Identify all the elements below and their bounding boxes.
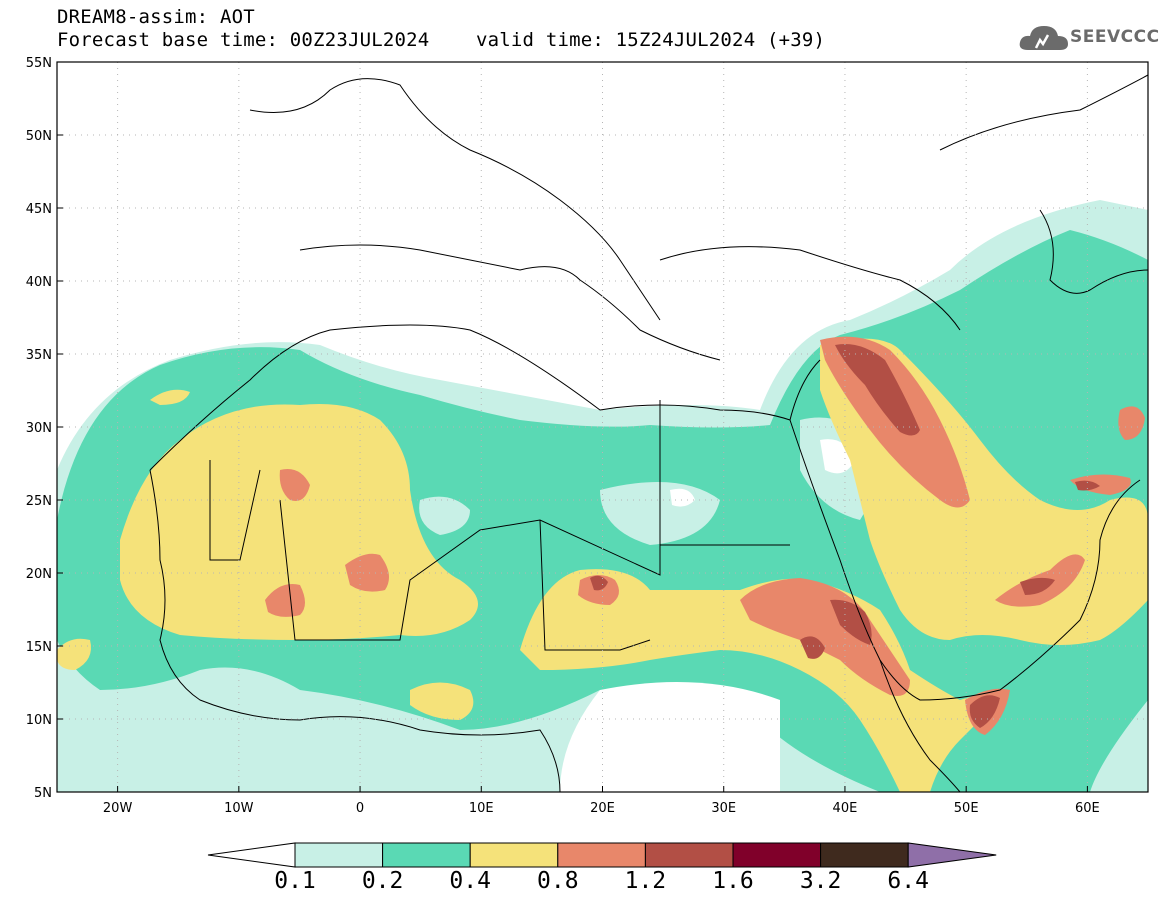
y-tick-label: 50N [26, 129, 52, 144]
colorbar-segment [557, 842, 646, 868]
coastlines [149, 74, 1148, 792]
colorbar-label: 0.1 [274, 868, 316, 894]
colorbar-segment [469, 842, 559, 868]
colorbar-under-triangle [207, 842, 296, 868]
y-tick-label: 40N [26, 275, 52, 290]
x-tick-label: 0 [356, 801, 364, 816]
aot-field [57, 200, 1148, 792]
x-tick-label: 10E [469, 801, 494, 816]
y-tick-label: 15N [26, 640, 52, 655]
colorbar [207, 842, 997, 868]
y-tick-label: 30N [26, 421, 52, 436]
colorbar-segment [294, 842, 384, 868]
y-tick-label: 55N [26, 56, 52, 71]
y-tick-label: 10N [26, 713, 52, 728]
y-tick-label: 25N [26, 494, 52, 509]
logo-text: SEEVCCC [1070, 27, 1160, 47]
colorbar-segment [820, 842, 909, 868]
x-tick-label: 30E [711, 801, 736, 816]
x-tick-label: 60E [1075, 801, 1100, 816]
colorbar-label: 1.6 [712, 868, 754, 894]
colorbar-segment [644, 842, 734, 868]
colorbar-label: 0.8 [537, 868, 579, 894]
colorbar-label: 0.4 [449, 868, 491, 894]
map-title: DREAM8-assim: AOT [57, 6, 255, 28]
colorbar-label: 6.4 [887, 868, 929, 894]
x-tick-label: 40E [833, 801, 858, 816]
y-tick-label: 45N [26, 202, 52, 217]
colorbar-label: 1.2 [624, 868, 667, 894]
colorbar-label: 3.2 [799, 868, 842, 894]
y-tick-label: 35N [26, 348, 52, 363]
forecast-times: Forecast base time: 00Z23JUL2024 valid t… [57, 29, 826, 51]
y-tick-label: 5N [34, 786, 52, 801]
y-tick-label: 20N [26, 567, 52, 582]
seevccc-logo [1018, 20, 1158, 60]
colorbar-segment [732, 842, 822, 868]
axis-ticks: 20W 10W 0 10E 20E 30E 40E 50E 60E 55N 50N 45N 40N 35N… [26, 56, 1100, 816]
colorbar-label: 0.2 [361, 868, 404, 894]
x-tick-label: 20E [590, 801, 615, 816]
x-tick-label: 10W [224, 801, 254, 816]
cloud-icon [1019, 26, 1068, 50]
x-tick-label: 20W [103, 801, 133, 816]
colorbar-over-triangle [907, 842, 997, 868]
colorbar-segment [382, 842, 471, 868]
x-tick-label: 50E [954, 801, 979, 816]
